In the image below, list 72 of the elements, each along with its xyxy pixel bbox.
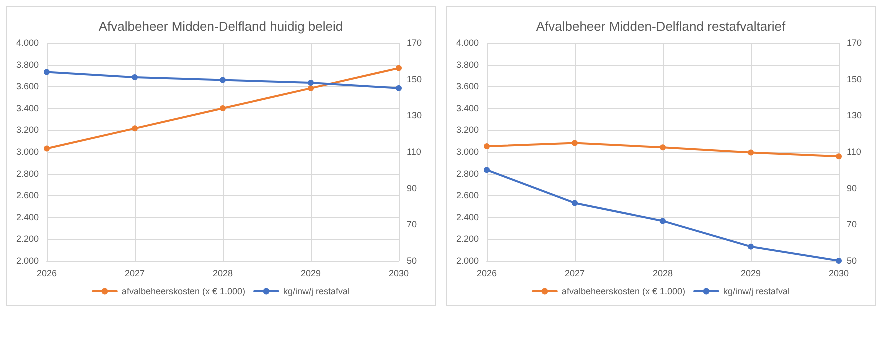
y2-tick-label: 90 — [847, 183, 858, 194]
point — [132, 126, 138, 132]
y-tick-label: 2.600 — [16, 190, 39, 201]
y-tick-label: 2.800 — [16, 168, 39, 179]
point — [132, 74, 138, 81]
point — [572, 140, 578, 146]
point — [748, 150, 754, 156]
x-tick-label: 2026 — [476, 268, 498, 278]
x-tick-label: 2027 — [124, 268, 146, 278]
y-tick-label: 3.400 — [16, 103, 39, 114]
point — [396, 65, 402, 72]
y-tick-label: 3.600 — [16, 82, 39, 92]
y-tick-label: 3.600 — [456, 82, 479, 92]
y-tick-label: 3.000 — [16, 147, 39, 157]
y-tick-label: 2.200 — [16, 234, 39, 244]
x-tick-label: 2028 — [652, 268, 674, 278]
y-tick-label: 3.400 — [456, 103, 479, 114]
y2-tick-label: 130 — [407, 110, 422, 121]
point — [836, 154, 842, 160]
point — [308, 80, 314, 86]
y-tick-label: 4.000 — [456, 38, 479, 48]
point — [484, 144, 490, 150]
point — [44, 146, 50, 152]
x-tick-label: 2029 — [300, 268, 322, 278]
point — [220, 106, 226, 112]
x-tick-label: 2026 — [36, 268, 58, 278]
y-tick-label: 3.200 — [16, 125, 39, 136]
y2-tick-label: 170 — [407, 38, 422, 48]
x-tick-label: 2029 — [740, 268, 762, 278]
chart-title: Afvalbeheer Midden-Delfland huidig beleid — [98, 19, 344, 34]
y-tick-label: 2.400 — [456, 212, 479, 222]
y-tick-label: 2.000 — [456, 256, 479, 266]
point — [44, 69, 50, 76]
point — [484, 167, 490, 174]
y2-tick-label: 110 — [847, 147, 862, 157]
legend-label: afvalbeheerskosten (x € 1.000) — [562, 286, 686, 296]
y2-tick-label: 50 — [407, 256, 418, 266]
y2-tick-label: 50 — [847, 256, 858, 266]
x-tick-label: 2028 — [212, 268, 234, 278]
x-tick-label: 2030 — [828, 268, 850, 278]
point — [660, 144, 666, 151]
y2-tick-label: 90 — [407, 183, 418, 194]
point — [220, 77, 226, 84]
x-tick-label: 2027 — [564, 268, 586, 278]
point — [748, 244, 754, 250]
y2-tick-label: 150 — [847, 74, 862, 84]
y2-tick-label: 70 — [847, 220, 858, 230]
y-tick-label: 2.000 — [16, 256, 39, 266]
legend-label: kg/inw/j restafval — [284, 286, 350, 296]
legend-label: kg/inw/j restafval — [724, 286, 790, 296]
y2-tick-label: 170 — [847, 38, 862, 48]
point — [836, 258, 842, 264]
y-tick-label: 2.600 — [456, 190, 479, 201]
point — [308, 85, 314, 92]
y2-tick-label: 70 — [407, 220, 418, 230]
y-tick-label: 2.200 — [456, 234, 479, 244]
point — [572, 200, 578, 206]
y-tick-label: 3.200 — [456, 125, 479, 136]
y2-tick-label: 110 — [407, 147, 422, 157]
point — [660, 218, 666, 224]
legend-label: afvalbeheerskosten (x € 1.000) — [122, 286, 246, 296]
y2-tick-label: 130 — [847, 110, 862, 121]
y-tick-label: 3.800 — [16, 60, 39, 70]
y-tick-label: 4.000 — [16, 38, 39, 48]
y-tick-label: 2.400 — [16, 212, 39, 222]
y2-tick-label: 150 — [407, 74, 422, 84]
chart-title: Afvalbeheer Midden-Delfland restafvaltarief — [536, 19, 786, 34]
y-tick-label: 2.800 — [456, 168, 479, 179]
x-tick-label: 2030 — [388, 268, 410, 278]
y-tick-label: 3.000 — [456, 147, 479, 157]
point — [396, 85, 402, 92]
y-tick-label: 3.800 — [456, 60, 479, 70]
